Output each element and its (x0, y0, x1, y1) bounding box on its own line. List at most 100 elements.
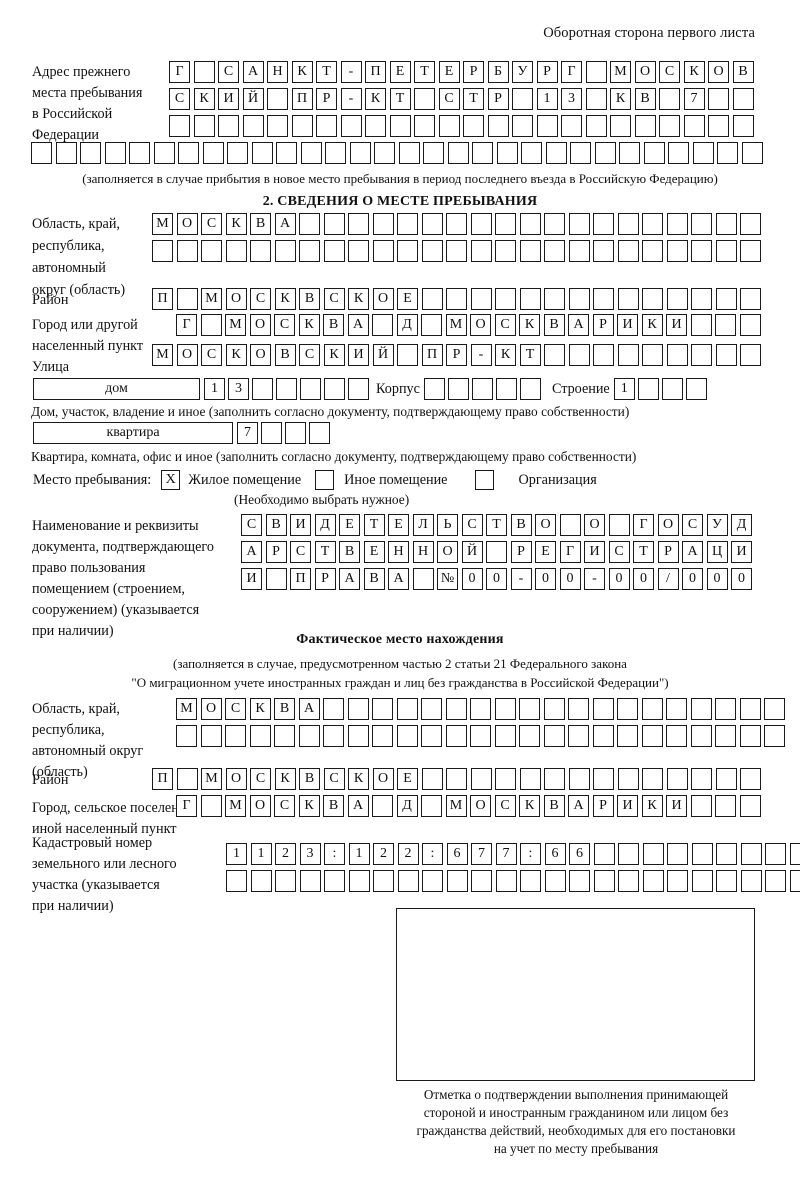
cadastral-row-2-cell-14[interactable] (544, 870, 566, 892)
prev-address-row-1-cell-3[interactable]: С (218, 61, 239, 83)
section2-street-row-cell-21[interactable] (642, 344, 663, 366)
section2-street-row-cell-20[interactable] (617, 344, 639, 366)
section2-region-row-2-cell-14[interactable] (470, 240, 492, 262)
prev-address-row-1-cell-2[interactable] (193, 61, 215, 83)
prev-address-row-2-cell-12[interactable]: С (438, 88, 460, 110)
flat-number-cells[interactable]: 7 (237, 422, 333, 444)
section2-district-row-cell-15[interactable] (495, 288, 516, 310)
section2-region-row-2-cell-3[interactable] (201, 240, 222, 262)
prev-address-row-1-cell-18[interactable] (585, 61, 607, 83)
section2-city-row-cell-7[interactable]: В (323, 314, 344, 336)
stay-type-checkbox-organization[interactable] (475, 470, 495, 490)
actual-region-row-1-cell-2[interactable]: О (200, 698, 222, 720)
actual-region-row-1-cell-7[interactable] (323, 698, 344, 720)
prev-address-row-2-cell-22[interactable]: 7 (683, 88, 705, 110)
cadastral-row-2-cell-5[interactable] (324, 870, 345, 892)
actual-region-row-1-cell-6[interactable]: А (298, 698, 320, 720)
section2-district-row-cell-13[interactable] (446, 288, 467, 310)
section2-region-row-2-cell-10[interactable] (372, 240, 394, 262)
actual-region-row-2-cell-25[interactable] (764, 725, 785, 747)
prev-address-row-2-cell-5[interactable] (267, 88, 288, 110)
actual-district-row-cell-7[interactable]: В (299, 768, 320, 790)
actual-region-row-2-cell-4[interactable] (249, 725, 271, 747)
cadastral-row-1-cell-22[interactable] (740, 843, 762, 865)
prev-address-row-4-cell-17[interactable] (423, 142, 444, 164)
section2-district-row-cell-5[interactable]: С (250, 288, 271, 310)
section2-region-row-2-cell-18[interactable] (568, 240, 590, 262)
prev-address-row-2-cell-11[interactable] (414, 88, 435, 110)
prev-address-row-4-cell-30[interactable] (741, 142, 763, 164)
document-row-1-cell-3[interactable]: И (290, 514, 311, 536)
actual-district-row-cell-12[interactable] (421, 768, 443, 790)
section2-region-row-2-cell-1[interactable] (152, 240, 173, 262)
prev-address-row-4-cell-7[interactable] (178, 142, 199, 164)
flat-number-cells-cell-3[interactable] (285, 422, 306, 444)
document-row-3-cell-12[interactable]: - (510, 568, 532, 590)
cadastral-row-1-cell-4[interactable]: 3 (299, 843, 321, 865)
cadastral-row-1-cell-17[interactable] (618, 843, 639, 865)
section2-street-row-cell-18[interactable] (568, 344, 590, 366)
section2-region-row-1-cell-6[interactable]: А (274, 213, 296, 235)
cadastral-row-2-cell-17[interactable] (618, 870, 639, 892)
section2-street-row-cell-6[interactable]: В (274, 344, 296, 366)
document-row-2-cell-18[interactable]: Р (657, 541, 679, 563)
document-row-3-cell-10[interactable]: 0 (461, 568, 483, 590)
section2-district-row-cell-8[interactable]: С (323, 288, 345, 310)
actual-district-row-cell-5[interactable]: С (250, 768, 271, 790)
prev-address-row-4-cell-15[interactable] (374, 142, 395, 164)
actual-region-row-1-cell-16[interactable] (543, 698, 565, 720)
actual-city-row-cell-6[interactable]: К (298, 795, 320, 817)
actual-region-row-1-cell-11[interactable] (421, 698, 442, 720)
document-row-3-cell-3[interactable]: П (290, 568, 311, 590)
section2-region-row-1-cell-2[interactable]: О (176, 213, 198, 235)
cadastral-row-1-cell-13[interactable]: : (520, 843, 541, 865)
flat-number-cells-cell-4[interactable] (309, 422, 330, 444)
section2-region-row-1-cell-21[interactable] (642, 213, 663, 235)
document-row-1-cell-16[interactable] (608, 514, 630, 536)
cadastral-row-2-cell-7[interactable] (373, 870, 394, 892)
actual-city-row-cell-22[interactable] (690, 795, 712, 817)
prev-address-row-4-cell-19[interactable] (472, 142, 493, 164)
actual-region-row-2-cell-19[interactable] (617, 725, 638, 747)
section2-street-row-cell-12[interactable]: П (421, 344, 443, 366)
actual-city-row-cell-14[interactable]: С (494, 795, 516, 817)
prev-address-row-3-cell-11[interactable] (414, 115, 435, 137)
prev-address-row-4-cell-1[interactable] (31, 142, 52, 164)
prev-address-row-1-cell-5[interactable]: Н (267, 61, 288, 83)
section2-district-row-cell-22[interactable] (666, 288, 688, 310)
cadastral-row-1-cell-10[interactable]: 6 (446, 843, 468, 865)
section2-district-row-cell-6[interactable]: К (274, 288, 296, 310)
document-row-1-cell-10[interactable]: С (461, 514, 483, 536)
section2-street-row-cell-19[interactable] (593, 344, 614, 366)
section2-district-row-cell-4[interactable]: О (225, 288, 247, 310)
section2-region-row-1-cell-23[interactable] (691, 213, 712, 235)
prev-address-row-3-cell-15[interactable] (512, 115, 533, 137)
document-row-2-cell-14[interactable]: Г (559, 541, 581, 563)
cadastral-row-2-cell-13[interactable] (520, 870, 541, 892)
prev-address-row-3-cell-18[interactable] (585, 115, 607, 137)
document-row-3-cell-14[interactable]: 0 (559, 568, 581, 590)
cadastral-row-1-cell-16[interactable] (593, 843, 615, 865)
actual-city-row-cell-20[interactable]: К (641, 795, 663, 817)
actual-region-row-2-cell-23[interactable] (715, 725, 736, 747)
section2-region-row-1-cell-14[interactable] (470, 213, 492, 235)
actual-region-row-2-cell-13[interactable] (470, 725, 491, 747)
actual-district-row-cell-9[interactable]: К (348, 768, 369, 790)
prev-address-row-1-cell-8[interactable]: - (340, 61, 362, 83)
section2-region-row-1-cell-10[interactable] (372, 213, 394, 235)
cadastral-row-2-cell-16[interactable] (593, 870, 615, 892)
actual-region-row-2-cell-15[interactable] (519, 725, 540, 747)
actual-region-row-2-cell-5[interactable] (274, 725, 295, 747)
prev-address-row-1-cell-7[interactable]: Т (316, 61, 337, 83)
document-row-3-cell-21[interactable]: 0 (731, 568, 752, 590)
document-row-1-cell-21[interactable]: Д (731, 514, 752, 536)
cadastral-row-2-cell-20[interactable] (691, 870, 713, 892)
actual-district-row-cell-17[interactable] (544, 768, 565, 790)
section2-city-row-cell-10[interactable]: Д (396, 314, 418, 336)
document-row-2-cell-3[interactable]: С (290, 541, 311, 563)
prev-address-row-3-cell-19[interactable] (610, 115, 631, 137)
actual-region-row-2[interactable] (176, 725, 789, 747)
korpus-cells-cell-5[interactable] (519, 378, 541, 400)
